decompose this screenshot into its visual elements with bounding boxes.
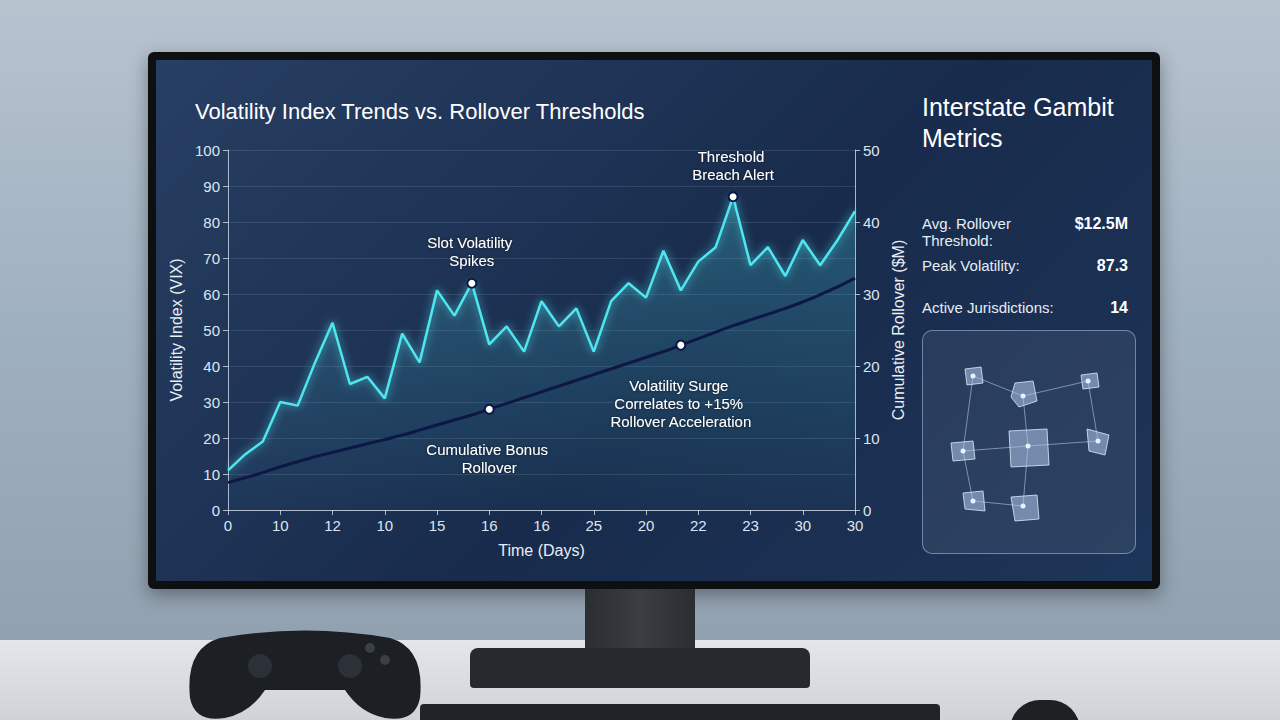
svg-text:30: 30 [794, 517, 811, 534]
svg-text:0: 0 [212, 502, 220, 519]
svg-text:Threshold: Threshold [698, 148, 769, 165]
svg-text:70: 70 [203, 250, 220, 267]
svg-text:0: 0 [863, 502, 871, 519]
svg-text:80: 80 [203, 214, 220, 231]
svg-text:Volatility Index (VIX): Volatility Index (VIX) [168, 258, 185, 401]
html-text:87.3: 87.3 [1096, 257, 1128, 274]
svg-text:Spikes: Spikes [449, 252, 494, 269]
svg-text:50: 50 [203, 322, 220, 339]
svg-text:60: 60 [203, 286, 220, 303]
html-text:$12.5M: $12.5M [1074, 215, 1128, 232]
svg-text:40: 40 [863, 214, 880, 231]
svg-text:30: 30 [863, 286, 880, 303]
svg-text:12: 12 [324, 517, 341, 534]
svg-text:10: 10 [863, 430, 880, 447]
html-text:Peak Volatility:: Peak Volatility: [922, 257, 1020, 274]
svg-text:20: 20 [203, 430, 220, 447]
svg-text:Time (Days): Time (Days) [498, 542, 585, 559]
svg-text:Volatility Surge: Volatility Surge [629, 377, 732, 394]
svg-text:20: 20 [863, 358, 880, 375]
svg-text:Cumulative Bonus: Cumulative Bonus [426, 441, 552, 458]
svg-text:30: 30 [847, 517, 864, 534]
svg-text:Correlates to +15%: Correlates to +15% [614, 395, 747, 412]
svg-text:Cumulative Rollover ($M): Cumulative Rollover ($M) [890, 240, 907, 421]
svg-text:Volatility Index Trends vs. Ro: Volatility Index Trends vs. Rollover Thr… [195, 99, 645, 124]
svg-text:10: 10 [272, 517, 289, 534]
html-text:Interstate Gambit Metrics: Interstate Gambit Metrics [922, 93, 1114, 152]
svg-text:90: 90 [203, 178, 220, 195]
svg-text:16: 16 [481, 517, 498, 534]
svg-text:0: 0 [224, 517, 232, 534]
svg-text:23: 23 [742, 517, 759, 534]
svg-text:25: 25 [585, 517, 602, 534]
svg-text:15: 15 [429, 517, 446, 534]
svg-text:Rollover: Rollover [462, 459, 517, 476]
svg-text:16: 16 [533, 517, 550, 534]
svg-text:10: 10 [203, 466, 220, 483]
svg-text:Rollover Acceleration: Rollover Acceleration [610, 413, 751, 430]
html-text:Avg. Rollover Threshold:: Avg. Rollover Threshold: [922, 215, 1011, 249]
html-text:14: 14 [1110, 299, 1128, 316]
svg-text:50: 50 [863, 142, 880, 159]
html-text:Active Jurisdictions:: Active Jurisdictions: [922, 299, 1054, 316]
svg-text:Breach Alert: Breach Alert [692, 166, 775, 183]
svg-text:100: 100 [195, 142, 220, 159]
svg-text:40: 40 [203, 358, 220, 375]
svg-text:Slot Volatility: Slot Volatility [427, 234, 516, 251]
svg-text:30: 30 [203, 394, 220, 411]
svg-text:22: 22 [690, 517, 707, 534]
svg-text:20: 20 [638, 517, 655, 534]
svg-text:10: 10 [376, 517, 393, 534]
